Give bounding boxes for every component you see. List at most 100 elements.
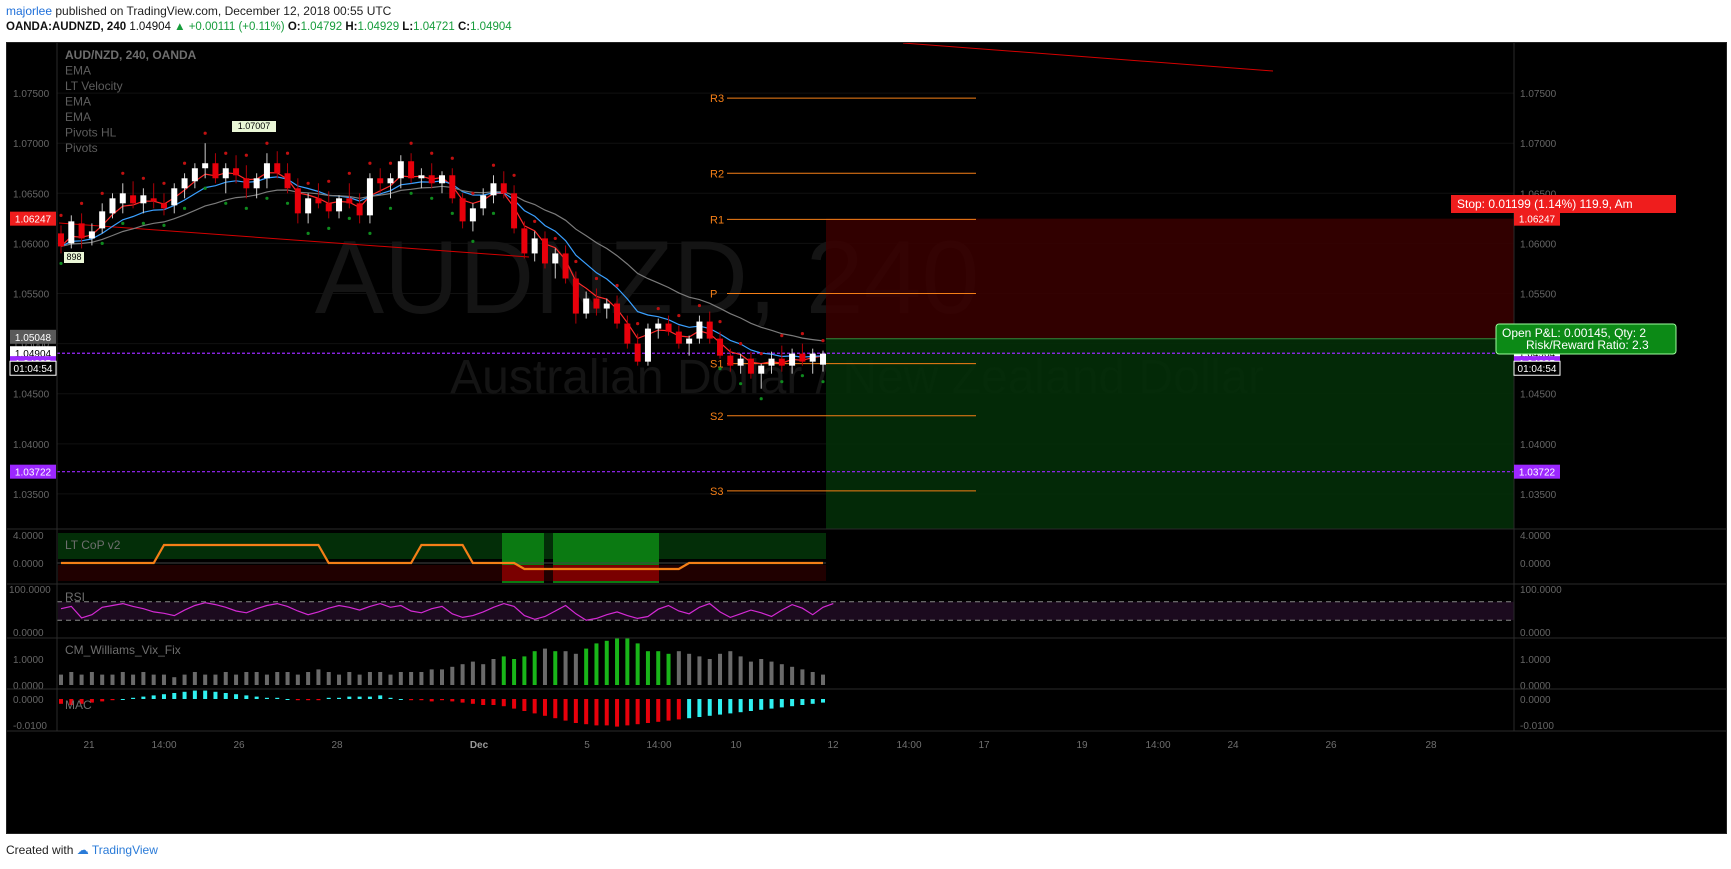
- candle: [356, 203, 363, 216]
- candle: [202, 163, 209, 169]
- macd-bar: [110, 699, 115, 701]
- vix-bar: [120, 672, 125, 685]
- macd-bar: [615, 699, 620, 727]
- vix-bar: [470, 661, 475, 685]
- macd-bar: [295, 699, 300, 701]
- chart-canvas[interactable]: AUDNZD, 240 Australian Dollar / New Zeal…: [7, 42, 1726, 833]
- pivot-dot-high: [739, 342, 743, 346]
- candle: [449, 175, 456, 199]
- stop-zone: [826, 218, 1514, 339]
- macd-bar: [59, 699, 63, 704]
- vix-bar: [748, 661, 753, 685]
- candle: [696, 321, 703, 339]
- low-label: L:: [402, 21, 414, 33]
- macd-tick: -0.0100: [1520, 721, 1554, 732]
- macd-tick: -0.0100: [13, 721, 47, 732]
- candle: [366, 178, 373, 216]
- vix-bar: [573, 653, 578, 685]
- macd-bar: [120, 699, 125, 700]
- vix-bar: [254, 672, 259, 685]
- pivot-dot-low: [491, 211, 496, 215]
- target2-badge-left-bg: [10, 464, 56, 479]
- vix-bar: [141, 672, 146, 685]
- macd-bar: [326, 697, 331, 699]
- candle: [572, 278, 579, 314]
- pivot-dot-high: [450, 156, 454, 160]
- macd-bar: [759, 699, 764, 710]
- cop-highlight-red: [553, 565, 659, 581]
- pivot-dot-low: [121, 221, 125, 225]
- y-tick-label-right: 1.04000: [1520, 440, 1557, 451]
- vix-bar: [553, 651, 558, 685]
- publish-header: majorlee published on TradingView.com, D…: [6, 4, 391, 18]
- macd-bar: [285, 699, 290, 700]
- macd-bar: [656, 699, 661, 722]
- candle: [109, 198, 116, 214]
- vix-bar: [275, 672, 280, 685]
- candle: [212, 163, 219, 179]
- pivot-dot-low: [759, 397, 763, 401]
- pivot-dot-low: [162, 223, 166, 227]
- macd-bar: [604, 699, 609, 726]
- pivot-dot-high: [677, 313, 681, 318]
- pivot-dot-high: [430, 151, 434, 155]
- quote-header: OANDA:AUDNZD, 240 1.04904 ▲ +0.00111 (+0…: [6, 21, 512, 33]
- candle: [263, 163, 270, 179]
- pivot-dot-high: [265, 141, 269, 145]
- close-label: C:: [457, 21, 471, 33]
- vix-bar: [491, 659, 496, 685]
- candle: [634, 343, 641, 362]
- macd-bar: [264, 697, 269, 699]
- macd-bar: [151, 695, 156, 699]
- pivot-dot-low: [347, 216, 351, 220]
- countdown-right-bg: [1513, 360, 1561, 376]
- candle: [500, 183, 507, 194]
- macd-bar: [306, 699, 311, 701]
- vix-bar: [316, 669, 321, 685]
- author-link[interactable]: majorlee: [6, 4, 53, 18]
- y-tick-label-left: 1.05500: [13, 290, 50, 301]
- y-tick-label-left: 1.04000: [13, 440, 50, 451]
- macd-bar: [532, 699, 537, 714]
- legend-item: LT Velocity: [65, 79, 123, 93]
- vix-bar: [656, 651, 661, 685]
- vix-bar: [306, 672, 311, 685]
- open-label: O:: [287, 21, 301, 33]
- macd-bar: [141, 696, 146, 699]
- candle: [346, 198, 353, 204]
- pivot-dot-low: [450, 211, 454, 215]
- vix-bar: [790, 666, 795, 685]
- macd-bar: [316, 699, 321, 701]
- pivot-label-p: P: [710, 289, 717, 301]
- pivot-dot-high: [141, 176, 145, 180]
- pivot-dot-low: [718, 367, 722, 371]
- chart-frame[interactable]: AUDNZD, 240 Australian Dollar / New Zeal…: [6, 42, 1727, 834]
- macd-bar: [254, 696, 259, 699]
- candle: [243, 178, 250, 189]
- vix-bar: [635, 643, 640, 685]
- pivot-dot-low: [821, 380, 825, 384]
- candle: [315, 198, 322, 204]
- symbol-label: OANDA:AUDNZD, 240: [6, 21, 127, 33]
- macd-bar: [522, 699, 527, 711]
- target2-badge-left: 1.03722: [15, 468, 52, 479]
- up-triangle-icon: ▲: [174, 21, 186, 33]
- pivot-dot-high: [368, 161, 372, 165]
- macd-bar: [748, 699, 753, 711]
- vix-bar: [223, 672, 228, 685]
- candle: [78, 223, 85, 239]
- pivot-dot-low: [409, 191, 413, 195]
- tradingview-link[interactable]: TradingView: [91, 843, 158, 857]
- candle: [140, 195, 147, 204]
- rsi-line: [60, 602, 834, 621]
- candle: [418, 175, 425, 179]
- candle: [644, 328, 651, 362]
- rsi-tick: 100.0000: [1520, 585, 1562, 596]
- stop-level-badge-right: 1.06247: [1519, 215, 1556, 226]
- x-tick-label: 28: [331, 740, 343, 751]
- candle: [294, 188, 301, 214]
- vix-bar: [131, 674, 136, 685]
- x-tick-label: 17: [978, 740, 990, 751]
- macd-bar: [779, 699, 784, 708]
- stop-badge: Stop: 0.01199 (1.14%) 119.9, Am: [1457, 197, 1633, 211]
